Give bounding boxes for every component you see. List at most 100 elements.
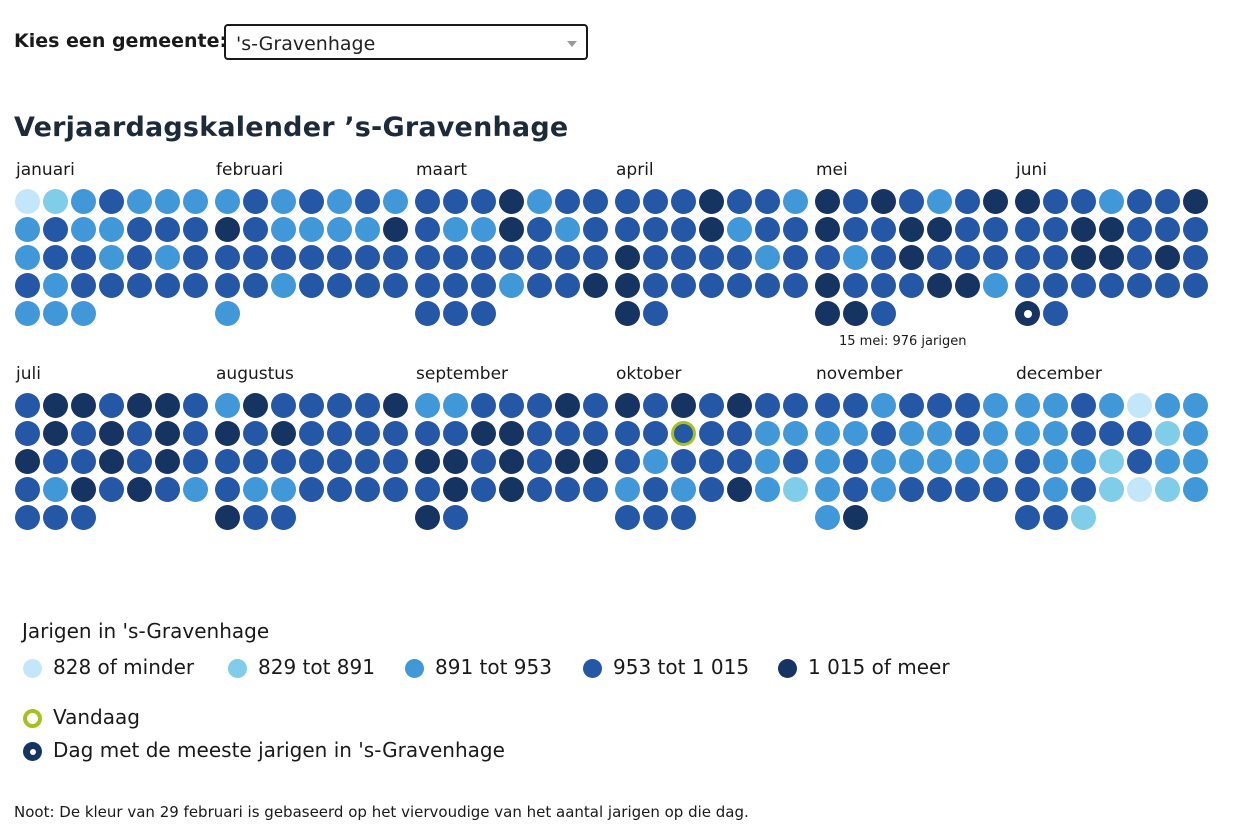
day-dot[interactable] [155, 273, 180, 298]
day-dot[interactable] [583, 421, 608, 446]
day-dot[interactable] [1043, 189, 1068, 214]
day-dot[interactable] [15, 421, 40, 446]
day-dot[interactable] [727, 217, 752, 242]
day-dot[interactable] [155, 245, 180, 270]
day-dot[interactable] [471, 189, 496, 214]
day-dot[interactable] [783, 449, 808, 474]
day-dot[interactable] [1015, 505, 1040, 530]
day-dot[interactable] [299, 217, 324, 242]
day-dot[interactable] [299, 273, 324, 298]
day-dot[interactable] [843, 449, 868, 474]
day-dot[interactable] [843, 245, 868, 270]
day-dot[interactable] [699, 449, 724, 474]
day-dot[interactable] [355, 217, 380, 242]
day-dot[interactable] [699, 245, 724, 270]
day-dot[interactable] [99, 189, 124, 214]
day-dot[interactable] [1099, 189, 1124, 214]
day-dot[interactable] [99, 273, 124, 298]
day-dot[interactable] [843, 505, 868, 530]
day-dot[interactable] [899, 477, 924, 502]
day-dot[interactable] [671, 477, 696, 502]
day-dot[interactable] [755, 449, 780, 474]
day-dot[interactable] [271, 477, 296, 502]
day-dot[interactable] [43, 449, 68, 474]
day-dot[interactable] [1127, 273, 1152, 298]
day-dot[interactable] [15, 393, 40, 418]
day-dot[interactable] [815, 505, 840, 530]
day-dot[interactable] [15, 449, 40, 474]
day-dot[interactable] [443, 449, 468, 474]
day-dot[interactable] [871, 301, 896, 326]
day-dot[interactable] [499, 393, 524, 418]
day-dot[interactable] [871, 245, 896, 270]
day-dot[interactable] [43, 505, 68, 530]
day-dot[interactable] [415, 189, 440, 214]
day-dot[interactable] [243, 477, 268, 502]
day-dot[interactable] [1127, 449, 1152, 474]
day-dot[interactable] [1127, 393, 1152, 418]
day-dot[interactable] [127, 393, 152, 418]
day-dot[interactable] [327, 477, 352, 502]
day-dot[interactable] [643, 505, 668, 530]
day-dot[interactable] [643, 449, 668, 474]
day-dot[interactable] [783, 245, 808, 270]
gemeente-select[interactable]: 's-Gravenhage [224, 24, 588, 60]
day-dot[interactable] [671, 245, 696, 270]
day-dot[interactable] [1127, 421, 1152, 446]
day-dot[interactable] [243, 217, 268, 242]
day-dot[interactable] [471, 477, 496, 502]
day-dot[interactable] [755, 245, 780, 270]
day-dot[interactable] [183, 217, 208, 242]
day-dot[interactable] [671, 217, 696, 242]
day-dot[interactable] [383, 189, 408, 214]
day-dot[interactable] [727, 189, 752, 214]
day-dot[interactable] [1015, 273, 1040, 298]
day-dot[interactable] [555, 393, 580, 418]
day-dot[interactable] [1071, 273, 1096, 298]
day-dot[interactable] [471, 449, 496, 474]
day-dot[interactable] [327, 245, 352, 270]
day-dot[interactable] [899, 273, 924, 298]
day-dot[interactable] [415, 505, 440, 530]
day-dot[interactable] [1071, 477, 1096, 502]
day-dot[interactable] [471, 393, 496, 418]
day-dot[interactable] [443, 189, 468, 214]
day-dot[interactable] [1015, 477, 1040, 502]
day-dot[interactable] [615, 421, 640, 446]
day-dot[interactable] [383, 393, 408, 418]
day-dot[interactable] [671, 449, 696, 474]
day-dot[interactable] [671, 393, 696, 418]
day-dot[interactable] [843, 393, 868, 418]
day-dot[interactable] [1155, 189, 1180, 214]
day-dot[interactable] [615, 477, 640, 502]
day-dot[interactable] [699, 477, 724, 502]
day-dot[interactable] [955, 189, 980, 214]
day-dot[interactable] [215, 421, 240, 446]
day-dot[interactable] [415, 477, 440, 502]
day-dot[interactable] [871, 273, 896, 298]
day-dot[interactable] [1015, 449, 1040, 474]
day-dot[interactable] [299, 245, 324, 270]
day-dot[interactable] [727, 477, 752, 502]
day-dot[interactable] [983, 217, 1008, 242]
day-dot[interactable] [415, 449, 440, 474]
day-dot[interactable] [983, 245, 1008, 270]
day-dot[interactable] [615, 301, 640, 326]
day-dot[interactable] [415, 245, 440, 270]
day-dot[interactable] [583, 477, 608, 502]
day-dot[interactable] [355, 421, 380, 446]
day-dot[interactable] [783, 189, 808, 214]
day-dot[interactable] [1015, 245, 1040, 270]
day-dot[interactable] [899, 217, 924, 242]
day-dot[interactable] [815, 393, 840, 418]
day-dot[interactable] [899, 245, 924, 270]
day-dot[interactable] [1099, 273, 1124, 298]
day-dot[interactable] [643, 477, 668, 502]
day-dot[interactable] [899, 189, 924, 214]
day-dot[interactable] [699, 189, 724, 214]
day-dot[interactable] [71, 301, 96, 326]
day-dot[interactable] [415, 421, 440, 446]
day-dot[interactable] [1043, 217, 1068, 242]
day-dot[interactable] [155, 421, 180, 446]
day-dot[interactable] [443, 393, 468, 418]
